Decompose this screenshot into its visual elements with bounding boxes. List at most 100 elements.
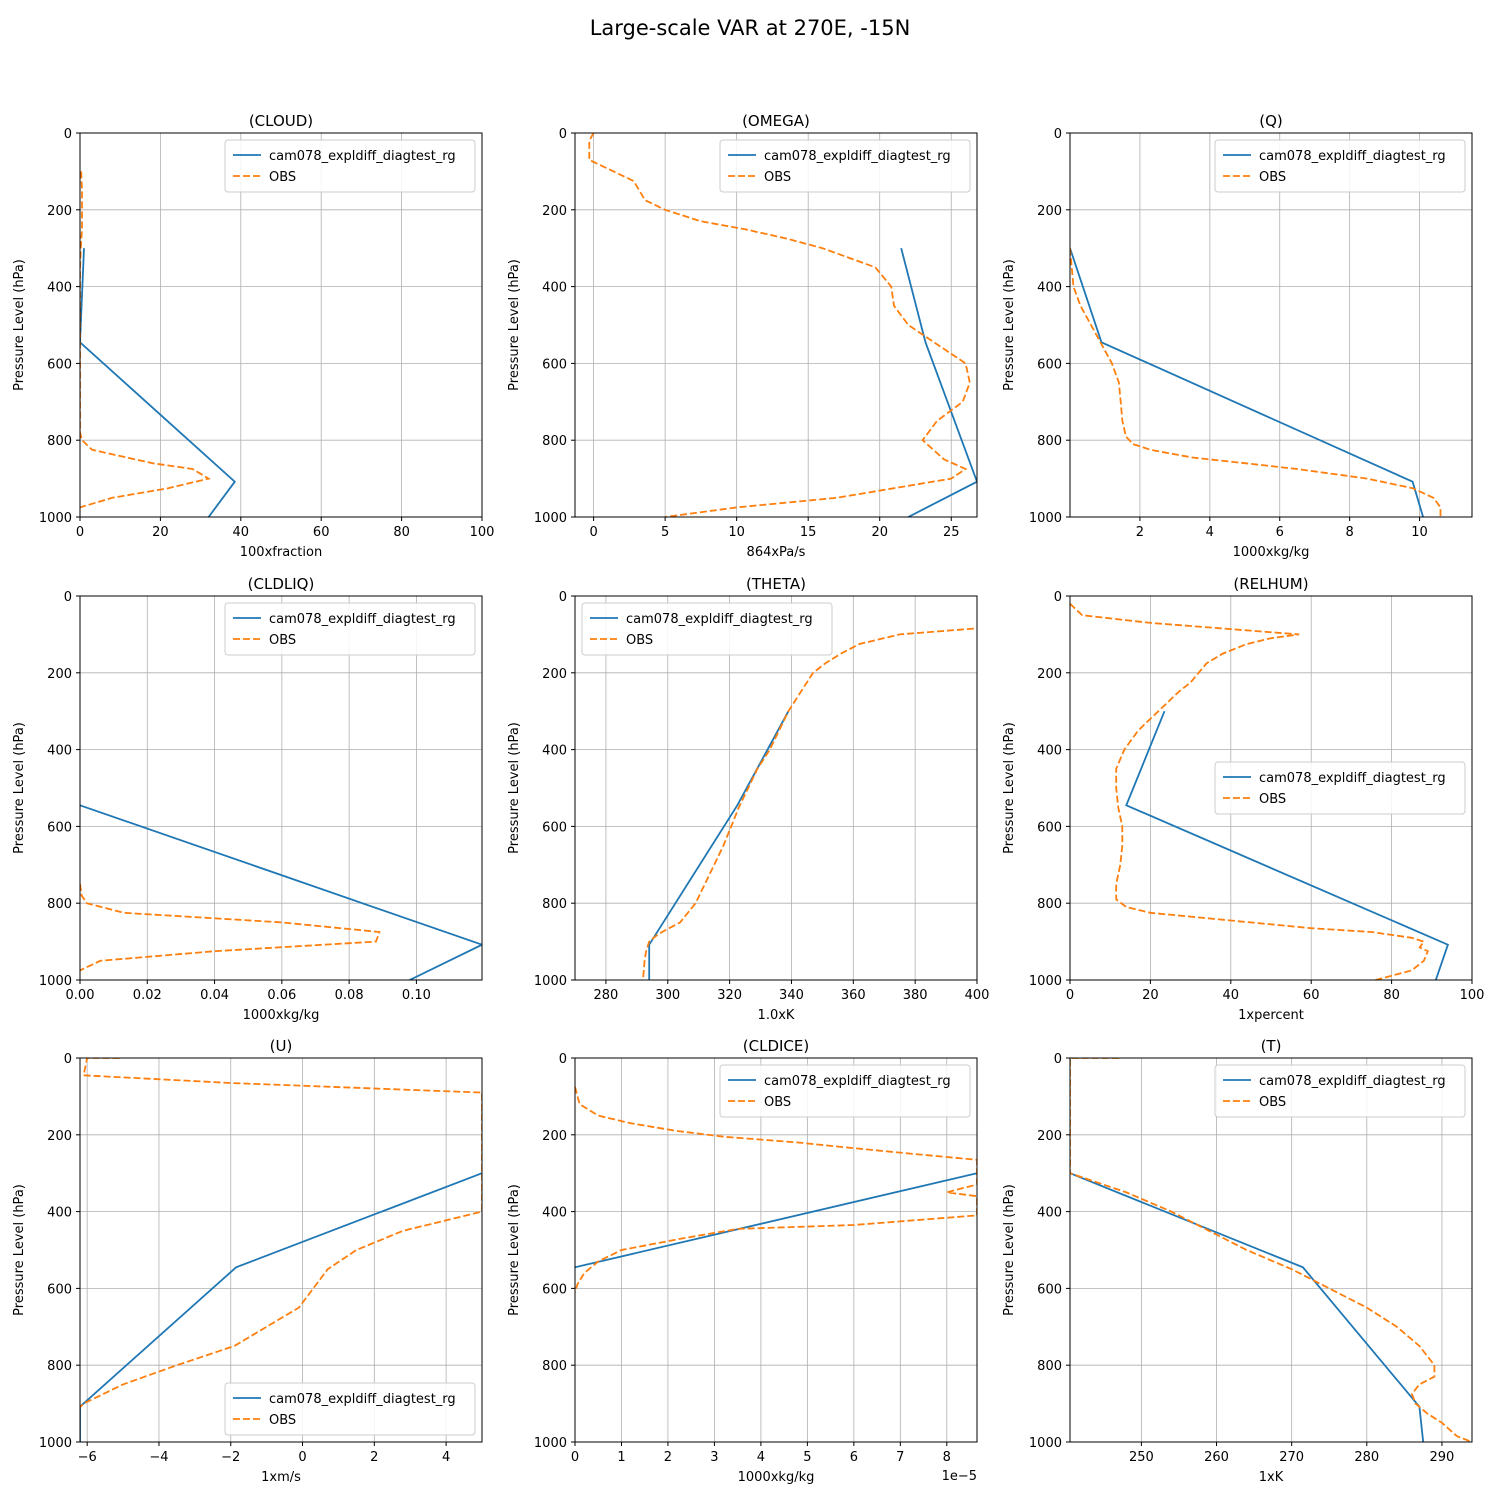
legend-box [719,1064,971,1118]
y-tick-label: 800 [47,434,72,449]
subplot-title: (T) [1261,1037,1282,1055]
x-tick-label: 4 [757,1450,765,1465]
obs-series-line [575,1086,977,1293]
legend-entry-label: OBS [1259,792,1286,807]
y-tick-label: 400 [47,1206,72,1221]
x-tick-label: 0 [1066,988,1074,1003]
x-tick-label: 5 [661,525,669,540]
axes-frame [1069,1057,1473,1443]
legend-entry-label: cam078_expldiff_diagtest_rg [1259,1074,1446,1089]
x-tick-label: 270 [1279,1450,1304,1465]
legend-entry-label: cam078_expldiff_diagtest_rg [1259,149,1446,164]
x-tick-label: 4 [1206,525,1214,540]
y-tick-label: 800 [1037,434,1062,449]
subplot-3: 0.00 0.02 0.04 0.06 0.08 0.10 0 200 400 600 800 100… [12,575,483,1023]
x-tick-label: 40 [233,525,250,540]
x-axis-label: 1000xkg/kg [243,1008,320,1023]
x-tick-label: 4 [442,1450,450,1465]
legend-entry-label: cam078_expldiff_diagtest_rg [764,1074,951,1089]
y-tick-label: 1000 [1029,1436,1062,1451]
x-tick-label: 20 [1142,988,1159,1003]
x-tick-label: −2 [221,1450,240,1465]
x-tick-label: 380 [903,988,928,1003]
x-tick-label: 280 [1354,1450,1379,1465]
obs-series-line [80,883,381,972]
x-tick-label: 0.08 [335,988,364,1003]
subplot-0: 0 20 40 60 80 10002004006008001000(CLOUD)100x… [12,112,494,560]
x-tick-label: 0.10 [402,988,431,1003]
x-tick-label: 60 [1303,988,1320,1003]
x-tick-label: 6 [850,1450,858,1465]
legend-entry-label: OBS [269,1413,296,1428]
x-tick-label: 2 [370,1450,378,1465]
obs-series-line [80,1058,482,1409]
x-tick-label: 8 [1346,525,1354,540]
x-tick-label: 80 [393,525,410,540]
legend-entry-label: cam078_expldiff_diagtest_rg [626,612,813,627]
legend-entry-label: cam078_expldiff_diagtest_rg [269,149,456,164]
x-tick-label: 7 [896,1450,904,1465]
y-tick-label: 800 [542,434,567,449]
y-tick-label: 200 [542,204,567,219]
x-tick-label: 2 [1136,525,1144,540]
y-tick-label: 200 [1037,1129,1062,1144]
legend-entry-label: OBS [269,170,296,185]
x-tick-label: 0.06 [267,988,296,1003]
legend: cam078_expldiff_diagtest_rg OBS [224,1382,476,1436]
y-tick-label: 1000 [39,511,72,526]
y-axis-label: Pressure Level (hPa) [1002,1184,1017,1316]
subplot-7: 0 1 2 3 4 5 6 7 8 0 200 400 600 800 1000 (CLDICE) 1000xk… [507,1037,978,1485]
y-tick-label: 400 [542,744,567,759]
legend-entry-label: OBS [1259,1095,1286,1110]
x-tick-label: 360 [841,988,866,1003]
legend-box [719,139,971,193]
x-tick-label: 6 [1276,525,1284,540]
y-axis-label: Pressure Level (hPa) [507,1184,522,1316]
legend-box [224,139,476,193]
x-tick-label: 0 [298,1450,306,1465]
obs-series-line [80,171,211,509]
y-tick-label: 200 [542,667,567,682]
y-tick-label: 600 [542,357,567,372]
legend-entry-label: OBS [1259,170,1286,185]
y-tick-label: 200 [47,204,72,219]
y-tick-label: 400 [1037,744,1062,759]
legend-entry-label: cam078_expldiff_diagtest_rg [269,612,456,627]
y-tick-label: 0 [64,1052,72,1067]
x-tick-label: 100 [470,525,495,540]
y-axis-label: Pressure Level (hPa) [507,722,522,854]
y-tick-label: 1000 [534,511,567,526]
legend: cam078_expldiff_diagtest_rg OBS [719,139,971,193]
y-tick-label: 400 [47,281,72,296]
y-tick-label: 1000 [534,1436,567,1451]
axes-frame [574,132,978,518]
subplot-1: 0 5 10 15 20 25 0 200 400 600 800 1000 (OMEGA) 864xPa… [507,112,978,560]
model-series-line [1070,247,1424,517]
x-axis-label: 1000xkg/kg [738,1470,815,1485]
x-axis-label: 864xPa/s [747,545,806,560]
y-tick-label: 0 [559,127,567,142]
legend: cam078_expldiff_diagtest_rg OBS [224,602,476,656]
subplot-4: 280 300 320 340 360 380 400 0 200 400 600 800 1000 (T… [507,575,989,1023]
legend-box [1214,761,1466,815]
subplot-2: 2 4 6 8 10 0 200 400 600 800 1000 (Q) 1000xkg/kg Pres… [1002,112,1473,560]
legend: cam078_expldiff_diagtest_rg OBS [719,1064,971,1118]
x-tick-label: 2 [664,1450,672,1465]
x-axis-label: 1xm/s [261,1470,301,1485]
y-tick-label: 800 [542,1359,567,1374]
y-axis-label: Pressure Level (hPa) [12,722,27,854]
y-tick-label: 200 [1037,667,1062,682]
y-tick-label: 0 [559,590,567,605]
x-tick-label: 5 [803,1450,811,1465]
y-tick-label: 200 [1037,204,1062,219]
subplot-title: (Q) [1259,112,1283,130]
y-tick-label: 600 [1037,357,1062,372]
y-axis-label: Pressure Level (hPa) [12,1184,27,1316]
legend: cam078_expldiff_diagtest_rg OBS [581,602,833,656]
subplot-5: 0 20 40 60 80 10002004006008001000(RELHUM)1xp… [1002,575,1484,1023]
x-tick-label: 300 [655,988,680,1003]
x-tick-label: 0 [76,525,84,540]
obs-series-line [642,627,974,980]
x-tick-label: 1 [617,1450,625,1465]
